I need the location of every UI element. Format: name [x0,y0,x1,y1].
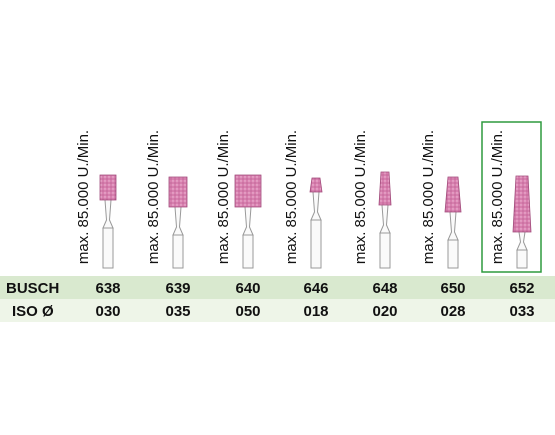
speed-label: max. 85.000 U./Min. [283,130,300,264]
tool-shank [172,234,184,269]
tool-head [168,176,188,208]
iso-number: 030 [95,303,120,320]
iso-number: 050 [235,303,260,320]
tool-shank [102,227,114,269]
tool-head [378,171,392,206]
iso-number: 018 [303,303,328,320]
tool-head [234,174,262,208]
busch-number: 648 [372,280,397,297]
tool-shank [447,239,459,269]
tool-head [444,176,462,213]
speed-label: max. 85.000 U./Min. [489,130,506,264]
tool-shank [516,249,528,269]
busch-number: 652 [509,280,534,297]
busch-row-bg [0,276,555,299]
tool-shank [242,234,254,269]
iso-label: ISO Ø [12,303,54,320]
tool-neck [172,206,184,236]
busch-label: BUSCH [6,280,59,297]
busch-number: 638 [95,280,120,297]
busch-number: 639 [165,280,190,297]
tool-head [512,175,532,233]
iso-number: 020 [372,303,397,320]
speed-label: max. 85.000 U./Min. [352,130,369,264]
speed-label: max. 85.000 U./Min. [215,130,232,264]
speed-label: max. 85.000 U./Min. [420,130,437,264]
tool-neck [242,206,254,236]
iso-number: 035 [165,303,190,320]
tool-shank [379,232,391,269]
busch-number: 646 [303,280,328,297]
tool-head [99,174,117,201]
tool-shank [310,219,322,269]
tool-neck [102,199,114,229]
tool-neck [379,204,391,234]
tool-head [309,177,323,193]
tool-neck [447,211,459,241]
speed-label: max. 85.000 U./Min. [75,130,92,264]
speed-label: max. 85.000 U./Min. [145,130,162,264]
busch-number: 640 [235,280,260,297]
tool-neck [516,231,528,251]
iso-number: 028 [440,303,465,320]
highlight-box [481,121,542,273]
iso-number: 033 [509,303,534,320]
tool-neck [310,191,322,221]
busch-number: 650 [440,280,465,297]
iso-row-bg [0,299,555,322]
